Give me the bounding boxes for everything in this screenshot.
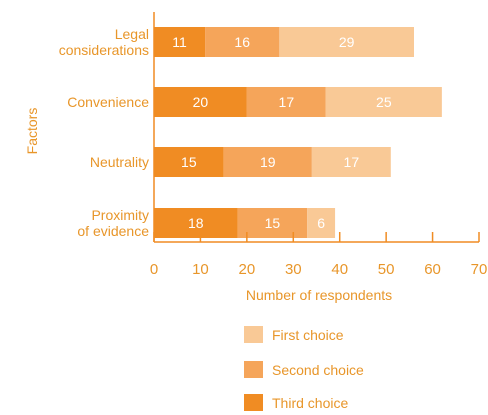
x-tick-label: 70 xyxy=(471,261,488,278)
legend-swatch xyxy=(244,361,263,378)
x-tick-label: 20 xyxy=(239,261,256,278)
bar-value-label: 29 xyxy=(339,34,355,50)
bar-segment xyxy=(154,27,206,57)
x-tick-label: 50 xyxy=(378,261,395,278)
legend: First choice Second choice Third choice xyxy=(244,326,364,411)
bar-segment xyxy=(154,208,238,238)
bar-segment xyxy=(223,147,312,177)
x-tick-label: 60 xyxy=(424,261,441,278)
bar-segment xyxy=(311,147,391,177)
category-label: of evidence xyxy=(77,223,149,239)
x-axis: 0 10 20 30 40 50 60 70 xyxy=(150,12,488,278)
y-axis-title: Factors xyxy=(24,108,40,155)
bar-value-label: 15 xyxy=(265,215,281,231)
x-tick-label: 0 xyxy=(150,261,158,278)
x-tick-label: 30 xyxy=(285,261,302,278)
bar-value-label: 17 xyxy=(344,154,360,170)
bar-value-label: 18 xyxy=(188,215,204,231)
bar-value-label: 15 xyxy=(181,154,197,170)
x-axis-title: Number of respondents xyxy=(246,287,392,303)
bars-group: 11 16 29 20 17 25 15 19 17 18 15 6 xyxy=(154,27,442,238)
category-label: Legal xyxy=(115,26,149,42)
bar-segment xyxy=(205,27,280,57)
bar-value-label: 25 xyxy=(376,94,392,110)
bar-value-label: 17 xyxy=(279,94,295,110)
bar-segment xyxy=(154,87,247,117)
bar-value-label: 6 xyxy=(317,215,325,231)
legend-swatch xyxy=(244,326,263,343)
x-tick-label: 40 xyxy=(331,261,348,278)
bar-segment xyxy=(246,87,326,117)
bar-value-label: 19 xyxy=(260,154,276,170)
category-label: Proximity xyxy=(91,207,149,223)
legend-swatch xyxy=(244,394,263,411)
category-label: Neutrality xyxy=(90,154,149,170)
bar-value-label: 20 xyxy=(193,94,209,110)
x-tick-label: 10 xyxy=(192,261,209,278)
bar-value-label: 16 xyxy=(234,34,250,50)
bar-value-label: 11 xyxy=(172,34,187,50)
bar-segment xyxy=(237,208,308,238)
bar-segment xyxy=(154,147,224,177)
bar-segment xyxy=(279,27,414,57)
legend-label: First choice xyxy=(272,327,344,343)
category-label: considerations xyxy=(59,42,149,58)
bar-segment xyxy=(325,87,442,117)
category-label: Convenience xyxy=(67,94,149,110)
bar-segment xyxy=(307,208,336,238)
legend-label: Third choice xyxy=(272,395,348,411)
legend-label: Second choice xyxy=(272,362,364,378)
